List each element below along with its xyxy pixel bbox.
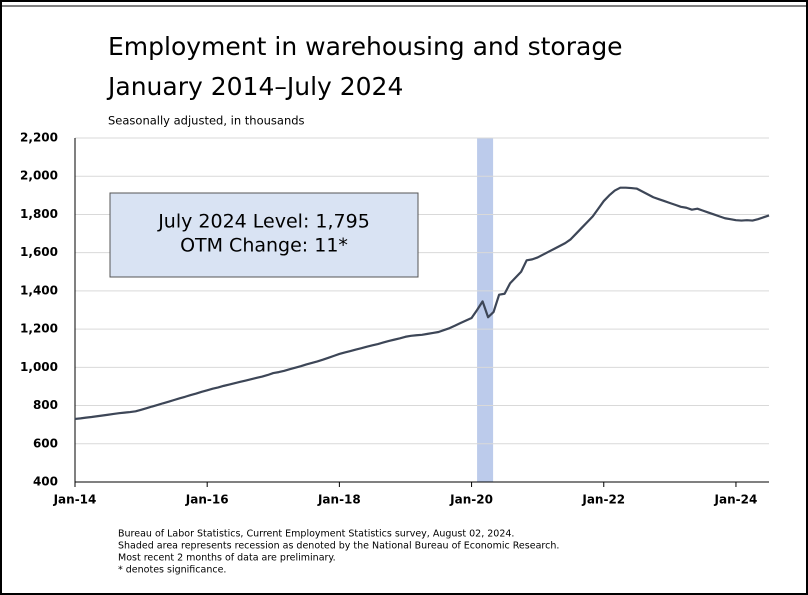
x-tick-label: Jan-24 [714,493,758,507]
y-tick-label: 600 [33,436,58,450]
x-tick-label: Jan-14 [53,493,97,507]
x-tick-label: Jan-22 [581,493,625,507]
y-tick-label: 400 [33,475,58,489]
series-line [74,186,770,421]
footnote: Shaded area represents recession as deno… [118,541,559,552]
y-tick-label: 1,800 [20,207,58,221]
chart-note: Seasonally adjusted, in thousands [108,114,305,128]
footnote: Bureau of Labor Statistics, Current Empl… [118,529,514,540]
y-tick-label: 2,000 [20,169,58,183]
y-tick-label: 1,200 [20,322,58,336]
x-tick-label: Jan-20 [449,493,493,507]
chart-subtitle: January 2014–July 2024 [106,72,403,101]
y-tick-label: 800 [33,398,58,412]
annotation: July 2024 Level: 1,795 [157,211,370,233]
y-tick-label: 1,000 [20,360,58,374]
chart-title: Employment in warehousing and storage [108,32,623,61]
plot: 400 600 800 1,000 1,200 1,400 1,600 1,800 2,000 2… [20,131,770,507]
annotation: OTM Change: 11* [180,235,348,257]
footnote: Most recent 2 months of data are prelimi… [118,553,336,564]
y-tick-label: 2,200 [20,131,58,145]
x-tick-label: Jan-18 [317,493,361,507]
footnote: * denotes significance. [118,565,226,576]
annotation-box [109,192,419,278]
y-tick-label: 1,400 [20,283,58,297]
x-tick-label: Jan-16 [185,493,229,507]
y-tick-label: 1,600 [20,245,58,259]
